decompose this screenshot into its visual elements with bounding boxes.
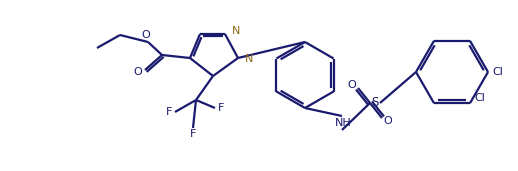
Text: F: F <box>166 107 172 117</box>
Text: N: N <box>245 54 253 64</box>
Text: NH: NH <box>335 118 351 128</box>
Text: F: F <box>218 103 224 113</box>
Text: O: O <box>384 116 392 126</box>
Text: S: S <box>371 96 379 109</box>
Text: O: O <box>141 30 150 40</box>
Text: Cl: Cl <box>492 67 503 77</box>
Text: O: O <box>348 80 356 90</box>
Text: F: F <box>190 129 196 139</box>
Text: N: N <box>232 26 240 36</box>
Text: O: O <box>134 67 142 77</box>
Text: Cl: Cl <box>474 93 485 103</box>
